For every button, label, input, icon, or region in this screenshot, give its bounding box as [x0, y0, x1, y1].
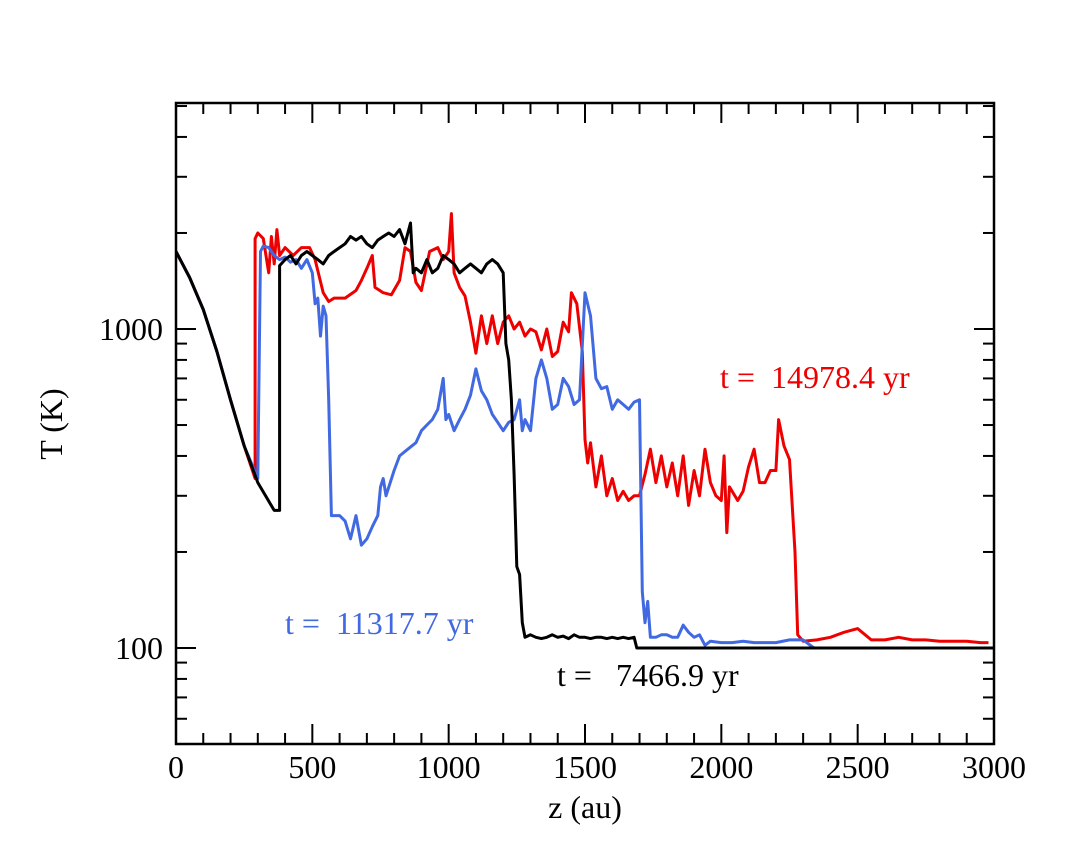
series-label-11317: t = 11317.7 yr [285, 605, 474, 641]
x-tick-label: 3000 [962, 749, 1026, 785]
series-line-2 [176, 221, 994, 650]
x-tick-label: 0 [168, 749, 184, 785]
y-tick-label: 100 [115, 630, 163, 666]
series-line-1 [176, 244, 815, 650]
y-tick-label: 1000 [99, 311, 163, 347]
series-label-14978: t = 14978.4 yr [720, 359, 910, 395]
x-tick-label: 1500 [553, 749, 617, 785]
series-layer [176, 212, 994, 650]
x-tick-label: 500 [288, 749, 336, 785]
series-line-0 [176, 212, 989, 645]
labels-layer: 0 500 1000 1500 2000 2500 3000 100 1000 [99, 311, 1026, 785]
x-tick-label: 1000 [417, 749, 481, 785]
x-axis-label: z (au) [548, 789, 622, 825]
y-axis-label: T (K) [33, 388, 69, 459]
x-tick-label: 2000 [689, 749, 753, 785]
ticks-layer [175, 103, 995, 746]
series-label-7466: t = 7466.9 yr [557, 657, 739, 693]
x-tick-label: 2500 [826, 749, 890, 785]
